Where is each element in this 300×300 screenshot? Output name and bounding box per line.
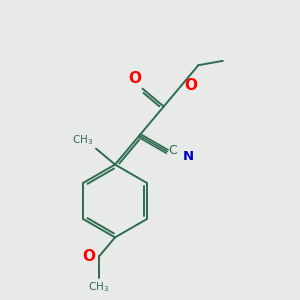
Text: CH$_3$: CH$_3$ [73, 134, 94, 147]
Text: O: O [184, 78, 197, 93]
Text: N: N [183, 150, 194, 163]
Text: CH$_3$: CH$_3$ [88, 280, 110, 294]
Text: O: O [82, 249, 96, 264]
Text: O: O [128, 71, 141, 86]
Text: C: C [169, 144, 177, 157]
